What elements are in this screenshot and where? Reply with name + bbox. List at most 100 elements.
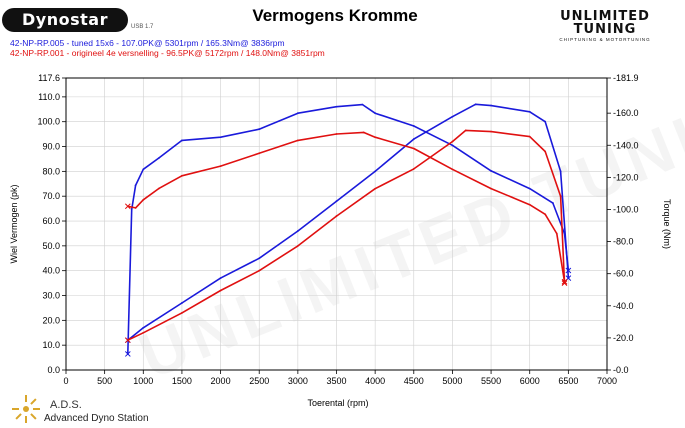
station-name: A.D.S. <box>50 399 82 411</box>
data-point <box>335 105 338 108</box>
x-tick-label: 6000 <box>520 376 540 386</box>
x-tick-label: 6500 <box>558 376 578 386</box>
y-right-tick-label: -181.9 <box>613 73 639 83</box>
x-axis-label: Toerental (rpm) <box>307 398 368 408</box>
data-point <box>544 213 547 216</box>
series-group <box>124 103 572 357</box>
y-left-tick-label: 0.0 <box>47 365 60 375</box>
y-axis-left-label: Wiel Vermogen (pk) <box>9 184 19 263</box>
series-line-torque-3 <box>127 131 566 282</box>
data-point <box>374 112 377 115</box>
y-axis-right-label: Torque (Nm) <box>662 199 672 249</box>
y-left-tick-label: 110.0 <box>38 92 60 102</box>
y-left-tick-label: 90.0 <box>42 142 60 152</box>
brand-line-3: CHIPTUNING & MOTORTUNING <box>559 37 651 42</box>
y-right-tick-label: -160.0 <box>613 108 639 118</box>
y-axis-left: 0.0 10.0 20.0 30.0 40.0 50.0 60.0 70.0 80.0 90.0 1… <box>37 73 66 375</box>
x-tick-label: 3500 <box>326 376 346 386</box>
data-point <box>412 125 415 127</box>
x-tick-label: 5000 <box>442 376 462 386</box>
data-point <box>451 168 454 171</box>
data-point <box>142 168 145 171</box>
x-tick-label: 4500 <box>404 376 424 386</box>
y-right-tick-label: -140.0 <box>613 140 639 150</box>
data-point <box>296 112 299 115</box>
data-point <box>335 200 338 203</box>
y-right-tick-label: -100.0 <box>613 204 639 214</box>
data-point <box>544 150 547 153</box>
y-left-tick-label: 10.0 <box>42 340 60 350</box>
x-tick-label: 4000 <box>365 376 385 386</box>
data-point <box>362 131 365 134</box>
data-point <box>374 136 377 139</box>
dynostar-logo: Dynostar <box>2 8 128 32</box>
data-point <box>528 203 531 206</box>
y-left-tick-label: 30.0 <box>42 291 60 301</box>
ads-logo-icon <box>12 395 40 423</box>
x-axis: 0 500 1000 1500 2000 2500 3000 3500 4000 4500 5000… <box>63 370 617 386</box>
y-right-tick-label: -20.0 <box>613 333 634 343</box>
data-point <box>374 187 377 190</box>
data-point <box>563 232 566 235</box>
series-end-marker <box>124 337 131 344</box>
x-tick-label: 500 <box>97 376 112 386</box>
series-end-marker <box>124 203 131 210</box>
data-point <box>157 157 160 160</box>
data-point <box>181 174 183 177</box>
series-end-marker <box>561 278 568 285</box>
x-tick-label: 7000 <box>597 376 617 386</box>
run-label-original: 42-NP-RP.001 - origineel 4e versnelling … <box>10 48 325 58</box>
data-point <box>181 311 183 314</box>
data-point <box>474 103 477 106</box>
y-left-tick-label: 50.0 <box>42 241 60 251</box>
y-right-tick-label: -80.0 <box>613 237 634 247</box>
dynostar-logo-sub: USB 1.7 <box>131 24 154 30</box>
y-right-tick-label: -60.0 <box>613 269 634 279</box>
data-point <box>258 128 261 131</box>
data-point <box>296 230 299 232</box>
x-tick-label: 1500 <box>172 376 192 386</box>
data-point <box>490 187 492 190</box>
data-point <box>528 110 531 113</box>
series-end-marker <box>124 351 131 357</box>
x-tick-label: 5500 <box>481 376 501 386</box>
brand-line-2: TUNING <box>573 22 637 37</box>
data-point <box>490 130 492 133</box>
data-point <box>134 206 137 209</box>
y-left-tick-label: 40.0 <box>42 266 60 276</box>
data-point <box>142 331 145 334</box>
data-point <box>219 165 222 168</box>
x-tick-label: 1000 <box>133 376 153 386</box>
data-point <box>451 144 454 147</box>
data-point <box>490 104 492 107</box>
data-point <box>296 139 299 142</box>
y-right-tick-label: -0.0 <box>613 365 629 375</box>
run-label-tuned: 42-NP-RP.005 - tuned 15x6 - 107.0PK@ 530… <box>10 38 285 48</box>
data-point <box>412 167 415 170</box>
data-point <box>258 152 261 155</box>
data-point <box>157 187 160 190</box>
data-point <box>361 103 364 106</box>
data-point <box>335 215 338 217</box>
data-point <box>544 120 547 123</box>
y-right-tick-label: -120.0 <box>613 172 639 182</box>
data-point <box>335 133 338 135</box>
brand-line-1: UNLIMITED <box>560 9 650 24</box>
data-point <box>464 129 467 132</box>
data-point <box>451 140 454 143</box>
data-point <box>412 138 415 140</box>
y-left-tick-label: 117.6 <box>38 73 60 83</box>
data-point <box>559 195 562 198</box>
x-tick-label: 2000 <box>211 376 231 386</box>
series-line-torque-1 <box>127 103 570 354</box>
data-point <box>490 170 492 172</box>
data-point <box>142 326 145 329</box>
chart-title: Vermogens Kromme <box>252 6 418 25</box>
series-end-marker <box>561 280 568 286</box>
y-left-tick-label: 70.0 <box>42 191 60 201</box>
data-point <box>134 184 137 187</box>
series-end-marker <box>565 267 572 274</box>
data-point <box>296 244 299 247</box>
